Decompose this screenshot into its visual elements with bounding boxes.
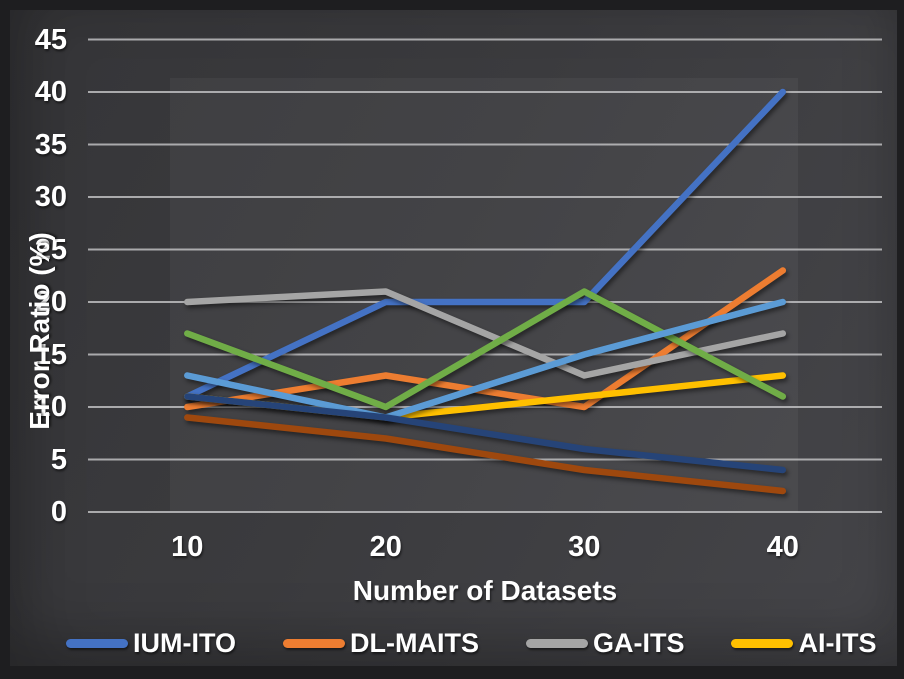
legend-label: DL-MAITS: [350, 628, 479, 658]
y-tick-label: 25: [34, 233, 67, 266]
y-tick-label: 45: [34, 23, 67, 56]
legend-swatch: [66, 639, 128, 648]
legend-label: IUM-ITO: [133, 628, 236, 658]
y-tick-label: 0: [50, 496, 67, 528]
y-tick-label: 20: [34, 286, 67, 318]
series-line-unlabeled-6: [184, 298, 787, 421]
chart-legend: IUM-ITO DL-MAITS GA-ITS AI-ITS: [66, 628, 876, 659]
legend-item-AI-ITS: AI-ITS: [731, 628, 876, 659]
legend-swatch: [525, 639, 588, 648]
x-tick-label: 30: [568, 531, 601, 563]
x-axis-title: Number of Datasets: [352, 575, 618, 606]
series-line-unlabeled-8: [184, 414, 787, 495]
y-tick-label: 35: [34, 128, 67, 161]
x-tick-label: 10: [171, 531, 204, 563]
legend-label: GA-ITS: [592, 628, 685, 658]
series-line-unlabeled-7: [184, 393, 787, 474]
series-line-unlabeled-5: [184, 288, 787, 411]
x-tick-label: 20: [369, 531, 402, 563]
chart-canvas: 0 5 10 15 20 25 30 35 40 45 10 20 30 40 Error Ratio …: [10, 10, 897, 666]
legend-swatch: [283, 639, 345, 648]
series-line-IUM-ITO: [184, 88, 787, 400]
series-line-DL-MAITS: [184, 267, 787, 411]
y-tick-label: 40: [34, 76, 67, 108]
legend-item-GA-ITS: GA-ITS: [525, 628, 685, 659]
series-line-GA-ITS: [184, 288, 787, 379]
y-tick-label: 15: [34, 338, 67, 371]
legend-item-DL-MAITS: DL-MAITS: [283, 628, 479, 659]
legend-label: AI-ITS: [798, 628, 877, 658]
y-tick-label: 10: [34, 391, 67, 423]
y-tick-label: 5: [50, 443, 67, 476]
line-chart: [88, 38, 882, 513]
y-axis-title: Error Ratio (%): [24, 232, 55, 430]
y-tick-label: 30: [34, 181, 67, 213]
x-tick-label: 40: [766, 531, 799, 563]
legend-swatch: [731, 639, 794, 648]
legend-item-IUM-ITO: IUM-ITO: [66, 628, 236, 659]
